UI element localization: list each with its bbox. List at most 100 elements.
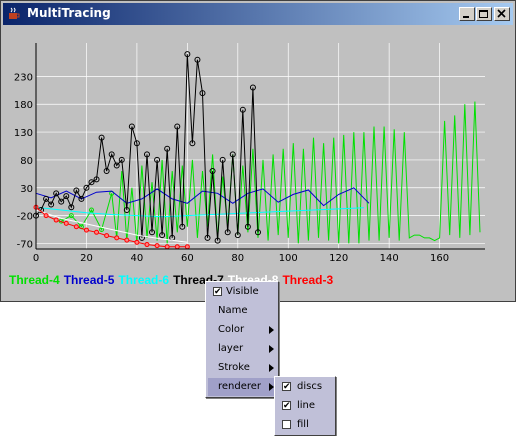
data-point (194, 56, 201, 63)
data-point (174, 244, 180, 250)
y-tick-label: 230 (14, 72, 33, 83)
x-tick-label: 0 (33, 253, 39, 264)
data-point (234, 232, 241, 239)
x-tick-label: 40 (131, 253, 144, 264)
minimize-button[interactable] (459, 7, 475, 21)
data-point (144, 242, 150, 248)
menu-item-layer[interactable]: layer (208, 340, 278, 358)
app-window: MultiTracing 0 20 40 60 80 100 120 140 160 -70 -20… (0, 0, 516, 302)
submenu-item-discs[interactable]: ✔ discs (282, 381, 323, 392)
data-point (164, 145, 171, 152)
trace-chart[interactable]: 0 20 40 60 80 100 120 140 160 -70 -20 30 80 130 180 230 (1, 25, 515, 273)
checkbox-icon[interactable]: ✔ (213, 287, 222, 297)
maximize-icon (479, 10, 488, 18)
data-point (73, 187, 80, 194)
data-point (149, 229, 156, 236)
submenu-arrow-icon (269, 345, 274, 353)
submenu-arrow-icon (269, 383, 274, 391)
x-tick-label: 160 (430, 253, 449, 264)
data-point (154, 243, 160, 249)
y-tick-label: 130 (14, 128, 33, 139)
menu-item-renderer[interactable]: renderer (208, 378, 278, 396)
menu-item-visible[interactable]: ✔ Visible (213, 286, 259, 297)
data-point (53, 190, 60, 197)
data-point (184, 244, 190, 250)
data-point (94, 229, 100, 235)
data-point (63, 193, 70, 200)
data-point (244, 223, 251, 230)
context-menu: ✔ Visible Name Color layer Stroke render… (205, 281, 279, 398)
data-point (83, 227, 89, 233)
data-point (174, 123, 181, 130)
data-point (189, 140, 196, 147)
y-tick-label: 80 (20, 156, 33, 167)
data-point (78, 195, 85, 202)
data-point (48, 201, 55, 208)
legend-item-thread-6[interactable]: Thread-6 (118, 273, 170, 287)
data-point (63, 220, 69, 226)
y-tick-label: 30 (20, 184, 33, 195)
data-point (58, 198, 65, 205)
x-tick-label: 140 (380, 253, 399, 264)
x-tick-label: 120 (329, 253, 348, 264)
legend-item-thread-5[interactable]: Thread-5 (63, 273, 115, 287)
data-point (73, 224, 79, 230)
data-point (128, 123, 135, 130)
data-point (143, 151, 150, 158)
close-button[interactable] (494, 7, 510, 21)
series-line-thread-7 (35, 54, 259, 241)
series-line-thread-8 (35, 209, 188, 243)
data-point (134, 239, 140, 245)
data-point (179, 223, 186, 230)
data-point (154, 156, 161, 163)
data-point (133, 140, 140, 147)
y-tick-label: -20 (17, 212, 33, 223)
series-line-thread-4 (60, 101, 481, 244)
checkbox-icon[interactable]: ✔ (282, 382, 291, 392)
checkbox-icon[interactable] (282, 420, 291, 429)
submenu-arrow-icon (269, 364, 274, 372)
window-title: MultiTracing (27, 6, 111, 20)
data-point (209, 168, 216, 175)
chart-traces (33, 51, 481, 250)
data-point (83, 184, 90, 191)
data-point (219, 156, 226, 163)
chart-axes: 0 20 40 60 80 100 120 140 160 -70 -20 30 80 130 180 230 (14, 43, 485, 264)
data-point (43, 195, 50, 202)
data-point (88, 179, 95, 186)
maximize-button[interactable] (476, 7, 492, 21)
data-point (108, 151, 115, 158)
data-point (138, 234, 145, 241)
data-point (98, 134, 105, 141)
x-tick-label: 80 (231, 253, 244, 264)
menu-item-stroke[interactable]: Stroke (208, 359, 278, 377)
data-point (184, 51, 191, 58)
close-icon (497, 9, 506, 18)
legend-item-thread-3[interactable]: Thread-3 (282, 273, 334, 287)
data-point (38, 207, 45, 214)
series-line-thread-6 (35, 206, 364, 218)
java-cup-icon (9, 7, 20, 19)
data-point (68, 204, 75, 211)
menu-item-color[interactable]: Color (208, 321, 278, 339)
data-point (93, 176, 100, 183)
data-point (229, 151, 236, 158)
data-point (118, 156, 125, 163)
data-point (254, 229, 261, 236)
data-point (224, 229, 231, 236)
minimize-icon (463, 16, 469, 18)
checkbox-icon[interactable]: ✔ (282, 401, 291, 411)
x-tick-label: 100 (279, 253, 298, 264)
series-line-thread-5 (35, 187, 370, 207)
submenu-item-fill[interactable]: fill (277, 416, 335, 434)
submenu-item-line[interactable]: ✔ line (282, 400, 316, 411)
menu-item-name[interactable]: Name (218, 305, 248, 316)
data-point (68, 213, 74, 219)
data-point (164, 244, 170, 250)
legend-item-thread-4[interactable]: Thread-4 (9, 273, 60, 287)
data-point (104, 233, 110, 239)
title-bar[interactable]: MultiTracing (3, 3, 513, 25)
data-point (214, 237, 221, 244)
data-point (199, 90, 206, 97)
submenu-arrow-icon (269, 326, 274, 334)
